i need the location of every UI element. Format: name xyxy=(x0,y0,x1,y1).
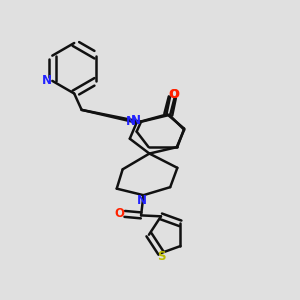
Text: N: N xyxy=(131,114,141,128)
Text: S: S xyxy=(157,250,166,263)
Text: N: N xyxy=(137,194,147,207)
Text: O: O xyxy=(170,88,180,101)
Text: O: O xyxy=(169,88,178,100)
Text: O: O xyxy=(115,207,125,220)
Text: N: N xyxy=(126,115,136,128)
Text: N: N xyxy=(42,74,52,87)
